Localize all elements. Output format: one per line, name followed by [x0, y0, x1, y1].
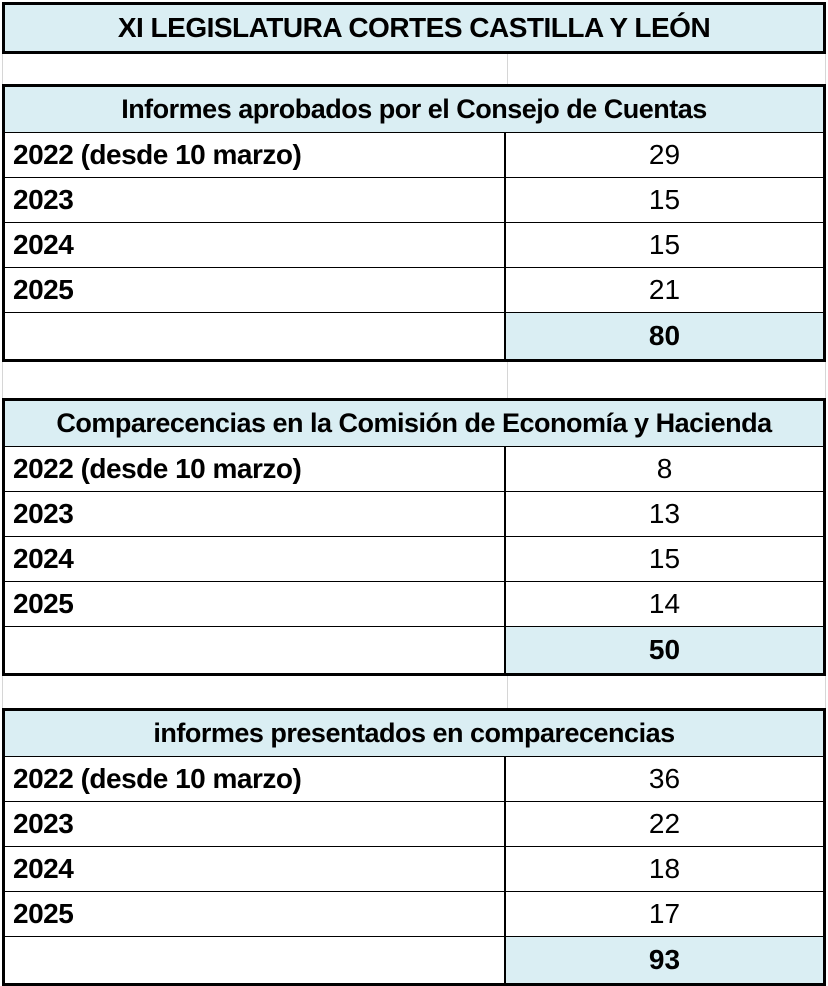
table-row: 2022 (desde 10 marzo) 36: [5, 757, 823, 802]
table-row: 2023 15: [5, 178, 823, 223]
total-value-cell[interactable]: 50: [506, 627, 823, 673]
value-cell[interactable]: 15: [506, 537, 823, 581]
table-row: 2024 15: [5, 537, 823, 582]
table-informes-aprobados: Informes aprobados por el Consejo de Cue…: [2, 84, 826, 362]
year-label-cell[interactable]: 2023: [5, 492, 506, 536]
value-cell[interactable]: 15: [506, 223, 823, 267]
year-label-cell[interactable]: 2024: [5, 223, 506, 267]
table-total-row: 80: [5, 313, 823, 359]
table-header: Informes aprobados por el Consejo de Cue…: [5, 87, 823, 133]
total-value-cell[interactable]: 93: [506, 937, 823, 983]
table-row: 2024 15: [5, 223, 823, 268]
spacer-row: [2, 676, 826, 708]
table-total-row: 93: [5, 937, 823, 983]
table-row: 2025 14: [5, 582, 823, 627]
total-value-cell[interactable]: 80: [506, 313, 823, 359]
year-label-cell[interactable]: 2023: [5, 178, 506, 222]
year-label-cell[interactable]: 2025: [5, 892, 506, 936]
value-cell[interactable]: 15: [506, 178, 823, 222]
column-gridline: [507, 676, 508, 708]
table-row: 2023 22: [5, 802, 823, 847]
column-gridline: [507, 54, 508, 84]
total-spacer-cell[interactable]: [5, 627, 506, 673]
value-cell[interactable]: 22: [506, 802, 823, 846]
table-row: 2022 (desde 10 marzo) 8: [5, 447, 823, 492]
value-cell[interactable]: 29: [506, 133, 823, 177]
table-header: Comparecencias en la Comisión de Economí…: [5, 401, 823, 447]
total-spacer-cell[interactable]: [5, 313, 506, 359]
value-cell[interactable]: 21: [506, 268, 823, 312]
value-cell[interactable]: 18: [506, 847, 823, 891]
table-informes-presentados: informes presentados en comparecencias 2…: [2, 708, 826, 986]
year-label-cell[interactable]: 2022 (desde 10 marzo): [5, 133, 506, 177]
value-cell[interactable]: 8: [506, 447, 823, 491]
value-cell[interactable]: 14: [506, 582, 823, 626]
page-title: XI LEGISLATURA CORTES CASTILLA Y LEÓN: [2, 2, 826, 54]
table-row: 2025 21: [5, 268, 823, 313]
year-label-cell[interactable]: 2024: [5, 537, 506, 581]
table-row: 2023 13: [5, 492, 823, 537]
table-comparecencias-comision: Comparecencias en la Comisión de Economí…: [2, 398, 826, 676]
year-label-cell[interactable]: 2024: [5, 847, 506, 891]
value-cell[interactable]: 13: [506, 492, 823, 536]
year-label-cell[interactable]: 2023: [5, 802, 506, 846]
table-row: 2024 18: [5, 847, 823, 892]
column-gridline: [507, 362, 508, 398]
value-cell[interactable]: 36: [506, 757, 823, 801]
spacer-row: [2, 54, 826, 84]
year-label-cell[interactable]: 2022 (desde 10 marzo): [5, 757, 506, 801]
table-row: 2022 (desde 10 marzo) 29: [5, 133, 823, 178]
spacer-row: [2, 362, 826, 398]
table-row: 2025 17: [5, 892, 823, 937]
value-cell[interactable]: 17: [506, 892, 823, 936]
table-total-row: 50: [5, 627, 823, 673]
table-header: informes presentados en comparecencias: [5, 711, 823, 757]
total-spacer-cell[interactable]: [5, 937, 506, 983]
year-label-cell[interactable]: 2025: [5, 582, 506, 626]
year-label-cell[interactable]: 2022 (desde 10 marzo): [5, 447, 506, 491]
year-label-cell[interactable]: 2025: [5, 268, 506, 312]
